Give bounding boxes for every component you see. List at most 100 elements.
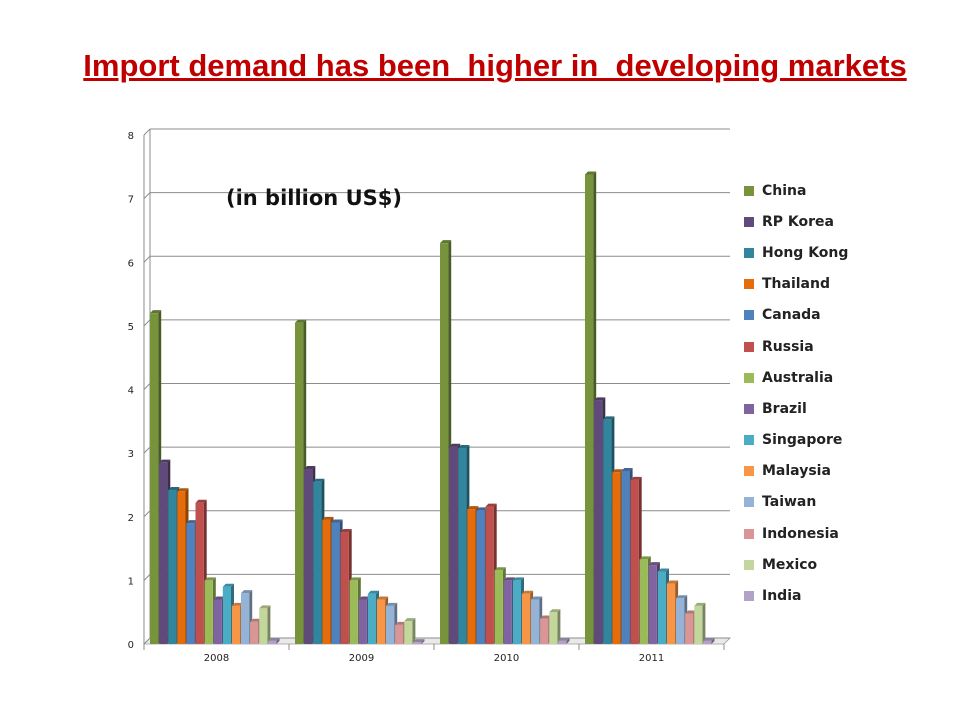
legend-item: Australia (744, 362, 848, 393)
legend-swatch (744, 497, 754, 508)
bar (222, 586, 231, 644)
bar (630, 479, 639, 644)
bar-top (376, 596, 389, 600)
y-tick-label: 4 (128, 386, 134, 397)
bar-top (413, 639, 425, 643)
bar-top (213, 596, 225, 600)
bar (512, 580, 521, 644)
legend-swatch (744, 247, 754, 258)
legend-swatch (744, 435, 754, 446)
bar (349, 580, 358, 644)
bar (503, 580, 512, 644)
gridline-side (143, 383, 151, 390)
bar-top (512, 577, 524, 581)
bar (413, 642, 422, 644)
bar (676, 598, 685, 644)
bar-top (648, 562, 660, 566)
bar-top (494, 567, 506, 571)
legend-item: Brazil (744, 393, 848, 424)
bar-top (585, 171, 597, 175)
y-tick-label: 0 (128, 640, 134, 651)
bar-side (566, 637, 570, 644)
y-tick-label: 6 (128, 258, 134, 269)
bar (657, 571, 666, 644)
legend-label: RP Korea (762, 213, 834, 230)
legend-swatch (744, 528, 754, 539)
bar-top (268, 637, 280, 641)
bar-top (467, 506, 479, 510)
bar (467, 509, 476, 644)
gridline-side (143, 255, 151, 263)
legend-swatch (744, 185, 754, 196)
bar-top (304, 466, 316, 470)
bar (213, 599, 222, 644)
bar-side (421, 639, 425, 644)
x-tick-label: 2011 (639, 653, 664, 664)
y-tick-label: 5 (128, 322, 134, 333)
bar-top (703, 637, 715, 641)
bar (666, 583, 676, 644)
bar-top (630, 476, 642, 480)
legend-label: India (762, 588, 802, 605)
legend-item: Russia (744, 331, 848, 362)
bar (259, 608, 268, 644)
bar (648, 565, 657, 644)
bar-top (177, 488, 189, 492)
bar-top (603, 416, 615, 420)
x-tick-label: 2008 (204, 653, 229, 664)
bar (485, 506, 494, 644)
y-tick-label: 7 (128, 195, 134, 206)
slide-title: Import demand has been higher in develop… (83, 48, 907, 83)
bar-top (657, 568, 669, 572)
legend-label: Mexico (762, 556, 818, 573)
bar-top (594, 397, 606, 401)
bar (295, 322, 304, 644)
unit-annotation: (in billion US$) (226, 186, 402, 210)
bar-top (241, 590, 253, 594)
y-tick-label: 1 (128, 576, 134, 587)
bar-top (676, 595, 688, 599)
bar (703, 640, 712, 644)
bar-top (440, 240, 452, 244)
legend-swatch (744, 310, 754, 321)
legend-label: Thailand (762, 276, 830, 293)
bar-top (259, 605, 271, 609)
bar-side (412, 618, 416, 644)
bar-side (702, 602, 706, 644)
bar-top (386, 602, 398, 606)
bar (367, 593, 376, 644)
bar-top (476, 507, 488, 511)
gridline-side (143, 637, 151, 645)
bar (204, 580, 213, 644)
bar-top (358, 596, 370, 600)
bar-top (458, 445, 470, 449)
gridline-side (143, 510, 151, 518)
bar-top (395, 621, 407, 625)
bar-top (612, 469, 624, 473)
x-tick-label: 2010 (494, 653, 519, 664)
bar (404, 621, 413, 644)
bar (449, 446, 458, 644)
bar (558, 640, 567, 644)
gridline-side (143, 128, 151, 136)
bar (376, 599, 386, 644)
legend-label: Australia (762, 369, 834, 386)
bar-top (349, 577, 361, 581)
bar-top (503, 577, 515, 581)
bar-top (168, 487, 180, 491)
bar-top (150, 310, 162, 314)
bar-top (159, 459, 171, 463)
legend-item: Singapore (744, 425, 848, 456)
legend-item: China (744, 175, 848, 206)
bar (195, 502, 204, 644)
bar (150, 313, 159, 644)
bar-top (639, 556, 651, 560)
bar-top (186, 520, 198, 524)
bar-top (549, 609, 561, 613)
bar-top (231, 602, 244, 606)
bar (340, 532, 349, 644)
legend-label: Russia (762, 338, 814, 355)
legend-item: India (744, 580, 848, 611)
bar (386, 605, 395, 644)
gridline-side (143, 192, 151, 199)
